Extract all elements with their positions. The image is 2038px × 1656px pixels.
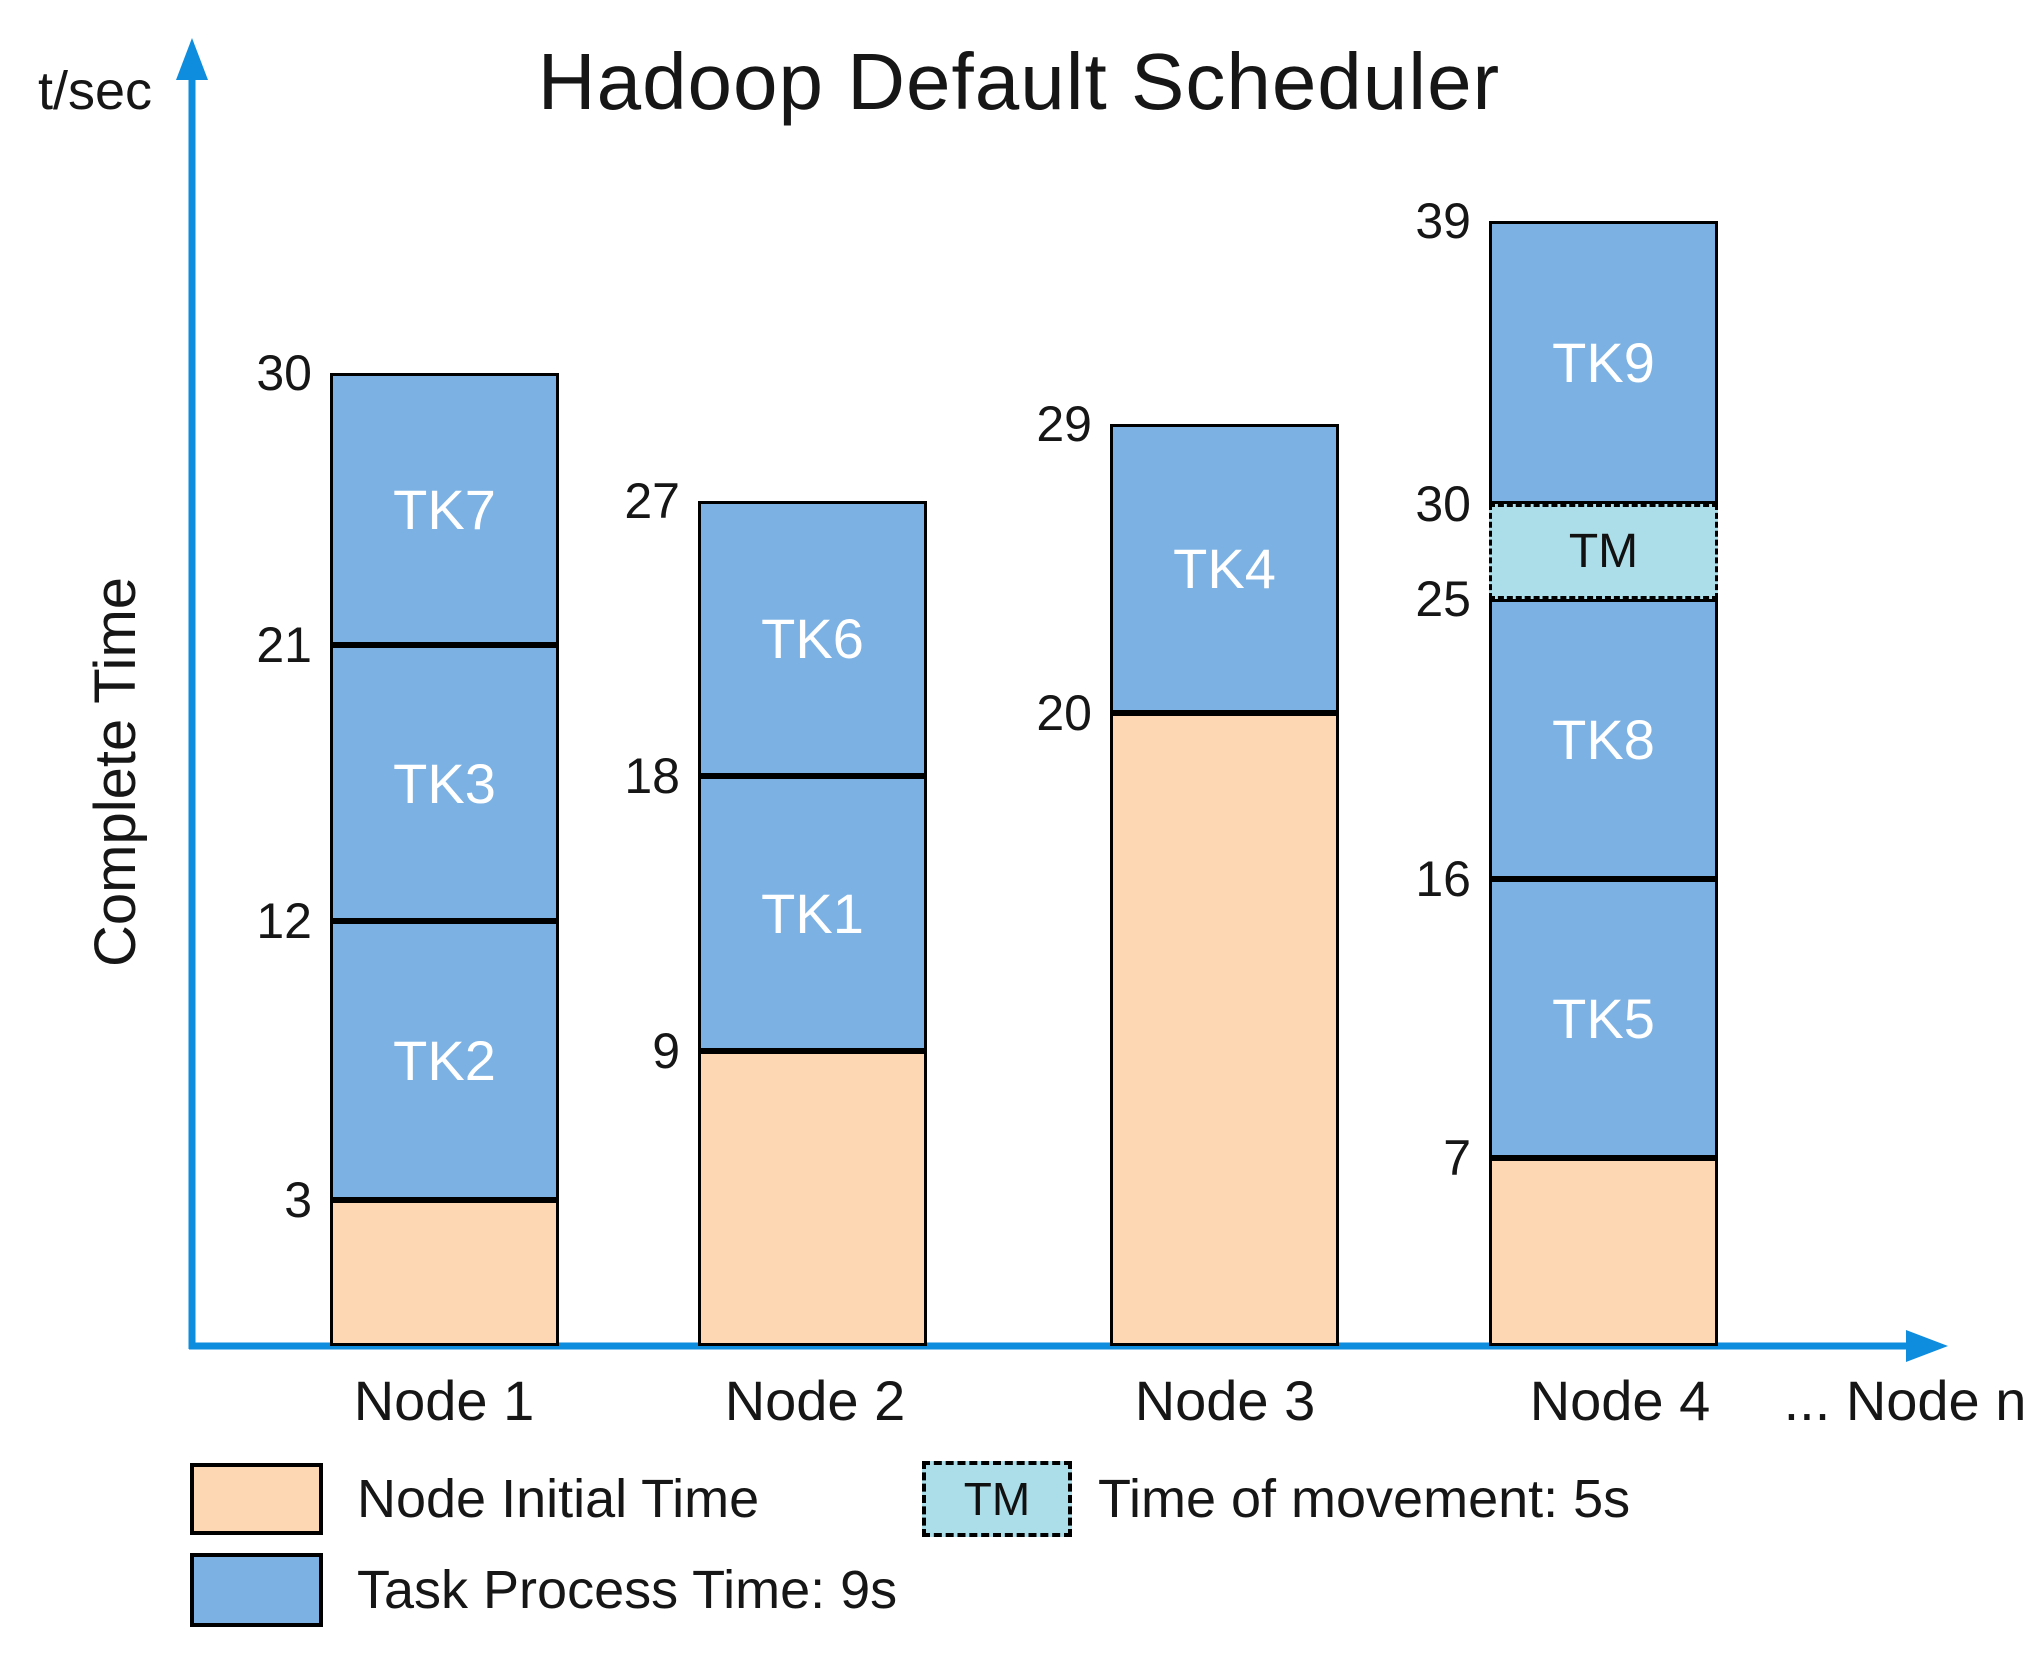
y-axis-title: Complete Time	[83, 576, 148, 968]
segment-TK2: TK2	[330, 921, 559, 1200]
segment-TM: TM	[1489, 504, 1718, 599]
segment-label-TK2: TK2	[393, 1029, 496, 1092]
segment-TK9: TK9	[1489, 221, 1718, 504]
legend-swatch-node-initial-time	[190, 1463, 323, 1535]
x-axis-overflow-label: ... Node n	[1783, 1369, 2027, 1432]
tick-label: 25	[1415, 571, 1471, 627]
tick-label: 3	[284, 1172, 312, 1228]
tick-label: 21	[256, 617, 312, 673]
segment-initial-node-3	[1110, 713, 1339, 1346]
legend-swatch-time-of-movement: TM	[922, 1461, 1072, 1537]
chart-title: Hadoop Default Scheduler	[537, 37, 1501, 126]
segment-TK3: TK3	[330, 645, 559, 921]
segment-label-TK7: TK7	[393, 477, 496, 541]
x-axis-arrow-icon	[1906, 1330, 1948, 1362]
segment-TK4: TK4	[1110, 424, 1339, 713]
segment-initial-node-1	[330, 1200, 559, 1346]
legend-tm-text: TM	[963, 1473, 1031, 1525]
segment-label-TK1: TK1	[761, 882, 864, 945]
legend-label-time-of-movement: Time of movement: 5s	[1098, 1469, 1631, 1529]
segment-label-TK4: TK4	[1173, 537, 1276, 600]
tick-label: 16	[1415, 851, 1471, 907]
tick-label: 20	[1036, 685, 1092, 741]
x-axis-label-node-4: Node 4	[1529, 1369, 1711, 1432]
tick-label: 9	[652, 1023, 680, 1079]
tick-label: 39	[1415, 193, 1471, 249]
segment-TK6: TK6	[698, 501, 927, 776]
segment-label-TK5: TK5	[1552, 987, 1655, 1050]
tick-label: 30	[256, 345, 312, 401]
x-axis-label-node-1: Node 1	[353, 1369, 535, 1432]
y-axis-unit-label: t/sec	[38, 61, 153, 121]
segment-label-TM: TM	[1568, 525, 1639, 578]
segment-label-TK6: TK6	[761, 607, 864, 670]
x-axis-label-node-2: Node 2	[724, 1369, 906, 1432]
segment-initial-node-4	[1489, 1158, 1718, 1346]
segment-TK8: TK8	[1489, 599, 1718, 879]
tick-label: 7	[1443, 1130, 1471, 1186]
tick-label: 18	[624, 748, 680, 804]
tick-label: 30	[1415, 476, 1471, 532]
segment-initial-node-2	[698, 1051, 927, 1346]
legend-swatch-task-process-time	[190, 1553, 323, 1627]
segment-TK5: TK5	[1489, 879, 1718, 1158]
segment-label-TK9: TK9	[1552, 331, 1655, 394]
tick-label: 12	[256, 893, 312, 949]
tick-label: 29	[1036, 396, 1092, 452]
segment-label-TK8: TK8	[1552, 707, 1655, 771]
legend-label-node-initial-time: Node Initial Time	[357, 1469, 760, 1529]
segment-label-TK3: TK3	[393, 751, 496, 815]
segment-TK7: TK7	[330, 373, 559, 645]
segment-TK1: TK1	[698, 776, 927, 1051]
legend-label-task-process-time: Task Process Time: 9s	[357, 1560, 898, 1620]
tick-label: 27	[624, 473, 680, 529]
x-axis-label-node-3: Node 3	[1134, 1369, 1316, 1432]
